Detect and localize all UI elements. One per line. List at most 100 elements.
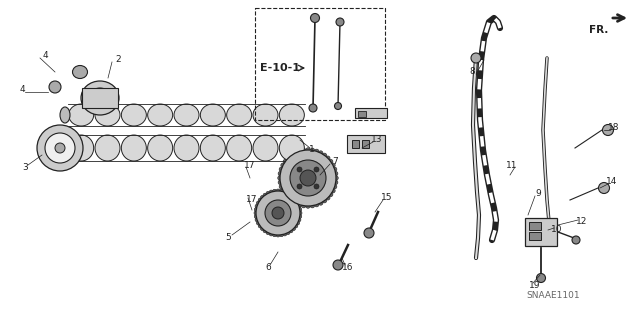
Text: 11: 11: [506, 160, 518, 169]
Bar: [525, 218, 557, 246]
Bar: [82, 88, 118, 108]
Ellipse shape: [283, 232, 287, 236]
Ellipse shape: [536, 273, 545, 283]
Ellipse shape: [283, 159, 287, 164]
Ellipse shape: [286, 196, 291, 200]
Ellipse shape: [253, 135, 278, 161]
Ellipse shape: [280, 233, 284, 237]
Ellipse shape: [471, 53, 481, 63]
Text: 19: 19: [529, 281, 541, 291]
Ellipse shape: [336, 18, 344, 26]
Ellipse shape: [314, 184, 319, 189]
Ellipse shape: [364, 228, 374, 238]
Text: 4: 4: [19, 85, 25, 94]
Ellipse shape: [257, 221, 260, 225]
Text: 10: 10: [551, 226, 563, 234]
Ellipse shape: [68, 104, 93, 126]
Text: 8: 8: [469, 68, 475, 77]
Ellipse shape: [95, 104, 120, 126]
Text: SNAAE1101: SNAAE1101: [526, 291, 580, 300]
Ellipse shape: [258, 224, 262, 228]
Ellipse shape: [297, 149, 301, 154]
Ellipse shape: [253, 104, 278, 126]
Ellipse shape: [260, 196, 264, 199]
Ellipse shape: [289, 229, 293, 233]
Ellipse shape: [227, 104, 252, 126]
Ellipse shape: [279, 135, 305, 161]
Ellipse shape: [37, 125, 83, 171]
Ellipse shape: [297, 202, 301, 207]
Ellipse shape: [278, 171, 283, 176]
Ellipse shape: [322, 153, 326, 158]
Ellipse shape: [289, 198, 294, 203]
Text: 18: 18: [608, 123, 620, 132]
Ellipse shape: [328, 192, 333, 197]
Ellipse shape: [301, 204, 306, 208]
Ellipse shape: [255, 218, 259, 222]
Ellipse shape: [276, 189, 280, 193]
Ellipse shape: [289, 153, 294, 158]
Ellipse shape: [319, 201, 323, 205]
Ellipse shape: [301, 148, 306, 152]
Ellipse shape: [292, 196, 296, 199]
Ellipse shape: [266, 231, 270, 234]
Bar: [352, 140, 359, 148]
Ellipse shape: [254, 211, 258, 215]
Ellipse shape: [256, 191, 300, 235]
Ellipse shape: [148, 135, 173, 161]
Text: 7: 7: [332, 158, 338, 167]
Text: 9: 9: [535, 189, 541, 197]
Bar: [347, 135, 385, 153]
Ellipse shape: [200, 135, 225, 161]
Ellipse shape: [293, 201, 298, 205]
Ellipse shape: [200, 104, 225, 126]
Text: 6: 6: [265, 263, 271, 272]
Text: 14: 14: [606, 177, 618, 187]
Bar: [355, 108, 387, 118]
Ellipse shape: [263, 193, 267, 197]
Ellipse shape: [254, 208, 259, 211]
Ellipse shape: [95, 135, 120, 161]
Ellipse shape: [269, 190, 273, 194]
Ellipse shape: [279, 167, 284, 172]
Bar: [529, 222, 541, 230]
Ellipse shape: [331, 163, 335, 167]
Ellipse shape: [276, 233, 280, 237]
Ellipse shape: [278, 180, 283, 185]
Ellipse shape: [572, 236, 580, 244]
Ellipse shape: [294, 224, 298, 228]
Ellipse shape: [278, 176, 282, 180]
Ellipse shape: [602, 124, 614, 136]
Ellipse shape: [60, 107, 70, 123]
Ellipse shape: [306, 204, 310, 208]
Ellipse shape: [258, 198, 262, 202]
Ellipse shape: [60, 138, 70, 158]
Ellipse shape: [265, 200, 291, 226]
Ellipse shape: [331, 189, 335, 193]
Text: 3: 3: [22, 164, 28, 173]
Ellipse shape: [292, 226, 296, 231]
Ellipse shape: [598, 182, 609, 194]
Text: 17: 17: [246, 196, 258, 204]
Ellipse shape: [319, 151, 323, 155]
Ellipse shape: [286, 156, 291, 160]
Ellipse shape: [227, 135, 252, 161]
Ellipse shape: [49, 81, 61, 93]
Text: 17: 17: [244, 160, 256, 169]
Bar: [358, 111, 366, 117]
Ellipse shape: [297, 167, 302, 172]
Ellipse shape: [55, 143, 65, 153]
Ellipse shape: [280, 189, 284, 193]
Ellipse shape: [283, 192, 287, 197]
Ellipse shape: [279, 104, 305, 126]
Ellipse shape: [310, 204, 315, 208]
Ellipse shape: [266, 191, 270, 196]
Ellipse shape: [326, 156, 330, 160]
Ellipse shape: [286, 231, 290, 234]
Ellipse shape: [294, 198, 298, 202]
Ellipse shape: [314, 202, 319, 207]
Text: 1: 1: [309, 145, 315, 154]
Ellipse shape: [310, 13, 319, 23]
Ellipse shape: [310, 148, 315, 152]
Ellipse shape: [333, 260, 343, 270]
